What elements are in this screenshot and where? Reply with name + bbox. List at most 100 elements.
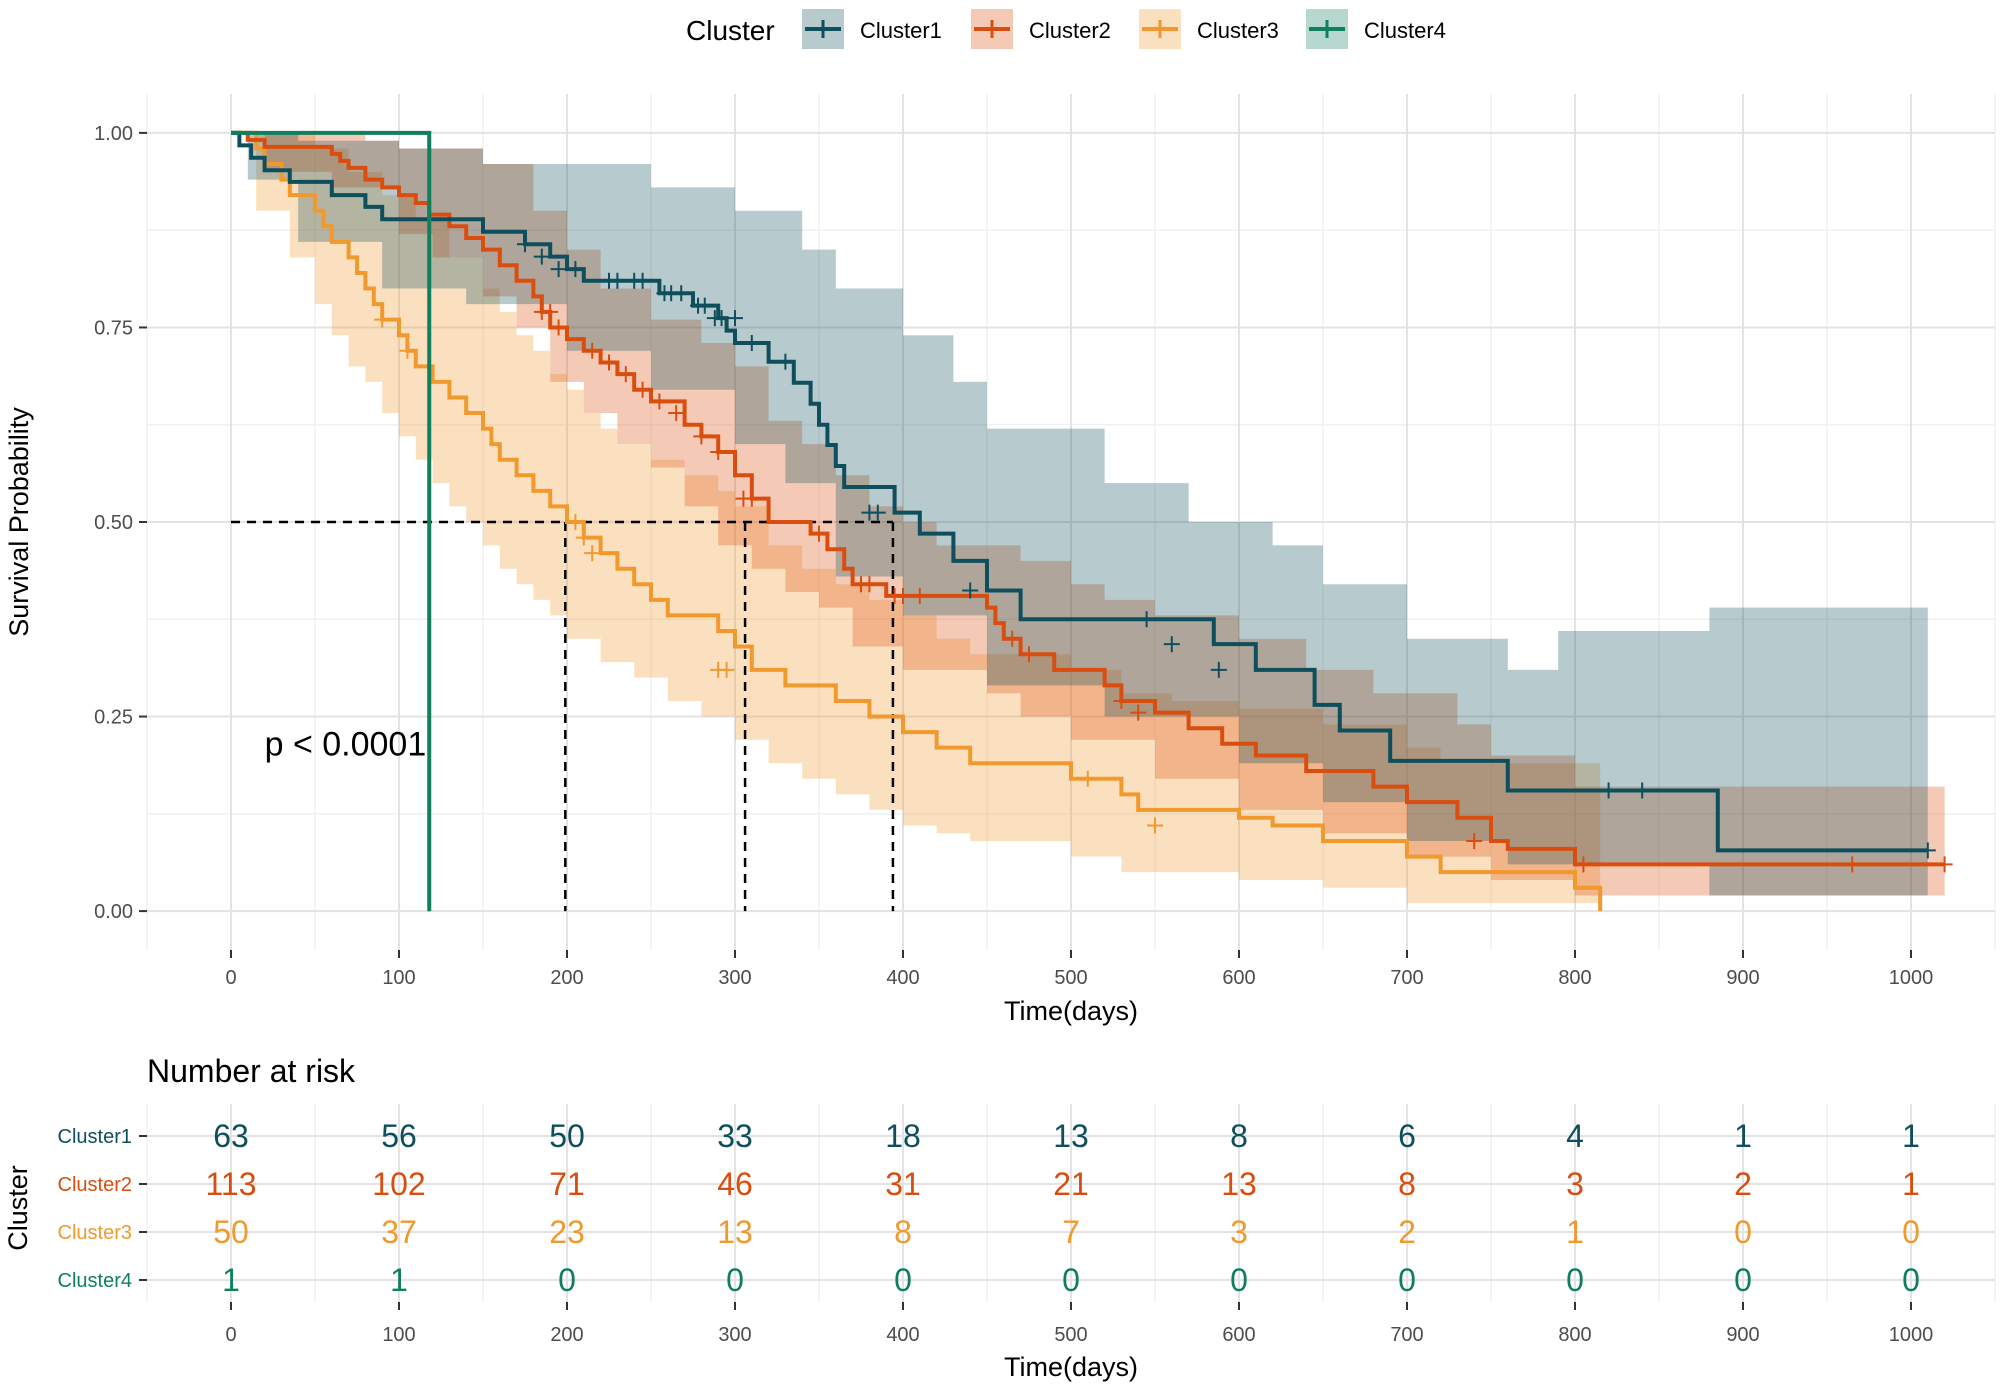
censor-mark	[617, 366, 634, 383]
risk-count: 0	[1062, 1262, 1080, 1298]
censor-mark	[399, 342, 416, 359]
censor-mark	[1466, 833, 1483, 850]
y-tick-label: 0.25	[94, 707, 133, 729]
risk-count: 33	[717, 1118, 753, 1154]
risk-count: 0	[558, 1262, 576, 1298]
survival-curve-cluster4	[231, 130, 432, 912]
risk-count: 0	[1902, 1262, 1920, 1298]
censor-mark	[567, 261, 584, 278]
censor-mark	[743, 490, 760, 507]
risk-count: 3	[1566, 1166, 1584, 1202]
risk-x-tick-label: 800	[1558, 1324, 1591, 1346]
censor-mark	[1844, 856, 1861, 873]
risk-count: 21	[1053, 1166, 1089, 1202]
legend-entry-cluster4: Cluster4	[1306, 9, 1446, 49]
x-tick-label: 700	[1390, 967, 1423, 989]
x-tick-label: 500	[1054, 967, 1087, 989]
censor-mark	[1147, 817, 1163, 834]
censor-mark	[777, 353, 794, 370]
risk-x-tick-label: 300	[718, 1324, 751, 1346]
censor-mark	[1130, 704, 1147, 721]
censor-mark	[1919, 842, 1936, 859]
risk-count: 1	[1566, 1214, 1584, 1250]
legend-entry-cluster3: Cluster3	[1139, 9, 1279, 49]
risk-count: 13	[717, 1214, 753, 1250]
legend-label: Cluster1	[860, 18, 942, 43]
censor-mark	[710, 443, 727, 460]
censor-mark	[533, 248, 550, 265]
risk-count: 50	[549, 1118, 585, 1154]
risk-x-tick-label: 600	[1222, 1324, 1255, 1346]
risk-count: 13	[1221, 1166, 1257, 1202]
censor-mark	[1575, 856, 1592, 873]
censor-mark	[1634, 782, 1651, 799]
risk-x-tick-label: 100	[382, 1324, 415, 1346]
risk-count: 3	[1230, 1214, 1248, 1250]
censor-mark	[861, 576, 878, 593]
censor-mark	[727, 310, 743, 327]
risk-count: 50	[213, 1214, 249, 1250]
censor-mark	[869, 504, 886, 521]
x-tick-label: 1000	[1889, 967, 1934, 989]
censor-mark	[668, 405, 685, 422]
survival-curves	[231, 130, 1953, 912]
risk-x-tick-label: 200	[550, 1324, 583, 1346]
censor-mark	[575, 529, 592, 546]
censor-mark	[374, 311, 391, 328]
censor-mark	[713, 310, 730, 327]
risk-count: 1	[390, 1262, 408, 1298]
x-tick-label: 800	[1558, 967, 1591, 989]
y-tick-label: 0.75	[94, 317, 133, 339]
survival-curve-cluster3	[231, 130, 1603, 912]
y-tick-label: 0.00	[94, 901, 133, 923]
risk-count: 63	[213, 1118, 249, 1154]
censor-mark	[601, 354, 617, 371]
censor-mark	[718, 661, 735, 678]
axes: 0.00 0.25 0.50 0.75 1.00 0 100 200 300 400 500 600 7…	[4, 123, 1933, 1026]
censor-mark	[1936, 856, 1953, 873]
risk-count: 2	[1734, 1166, 1752, 1202]
y-tick-label: 0.50	[94, 512, 133, 534]
risk-count: 8	[1230, 1118, 1248, 1154]
confidence-band-cluster1	[231, 132, 1928, 896]
censor-mark	[1138, 611, 1155, 628]
legend-label: Cluster3	[1197, 18, 1279, 43]
x-tick-label: 100	[382, 967, 415, 989]
x-tick-label: 900	[1726, 967, 1759, 989]
censor-mark	[693, 428, 710, 445]
risk-x-axis-title: Time(days)	[1004, 1352, 1138, 1382]
censor-mark	[609, 272, 626, 289]
risk-count: 56	[381, 1118, 417, 1154]
risk-row-label-cluster4: Cluster4	[58, 1270, 132, 1292]
censor-mark	[673, 285, 690, 302]
risk-x-tick-label: 700	[1390, 1324, 1423, 1346]
risk-count: 1	[1902, 1166, 1920, 1202]
x-axis-title: Time(days)	[1004, 996, 1138, 1026]
censor-mark	[634, 381, 651, 398]
risk-row-label-cluster3: Cluster3	[58, 1222, 132, 1244]
censor-mark	[1600, 782, 1617, 799]
risk-count: 13	[1053, 1118, 1089, 1154]
censor-mark	[584, 342, 601, 359]
risk-count: 23	[549, 1214, 585, 1250]
censor-mark	[584, 545, 601, 562]
confidence-band-cluster2	[231, 132, 1945, 904]
risk-count: 0	[726, 1262, 744, 1298]
legend-entry-cluster2: Cluster2	[971, 9, 1111, 49]
risk-count: 8	[1398, 1166, 1416, 1202]
risk-count: 2	[1398, 1214, 1416, 1250]
x-tick-label: 600	[1222, 967, 1255, 989]
risk-count: 8	[894, 1214, 912, 1250]
legend-entry-cluster1: Cluster1	[802, 9, 942, 49]
risk-count: 7	[1062, 1214, 1080, 1250]
risk-count: 113	[205, 1166, 256, 1202]
risk-table-title: Number at risk	[147, 1053, 356, 1089]
risk-count: 0	[1566, 1262, 1584, 1298]
censor-mark	[542, 303, 559, 320]
censor-mark	[1021, 646, 1037, 663]
risk-x-tick-label: 1000	[1889, 1324, 1934, 1346]
censor-mark	[651, 393, 668, 410]
risk-count: 1	[1902, 1118, 1920, 1154]
censor-mark	[962, 582, 979, 599]
